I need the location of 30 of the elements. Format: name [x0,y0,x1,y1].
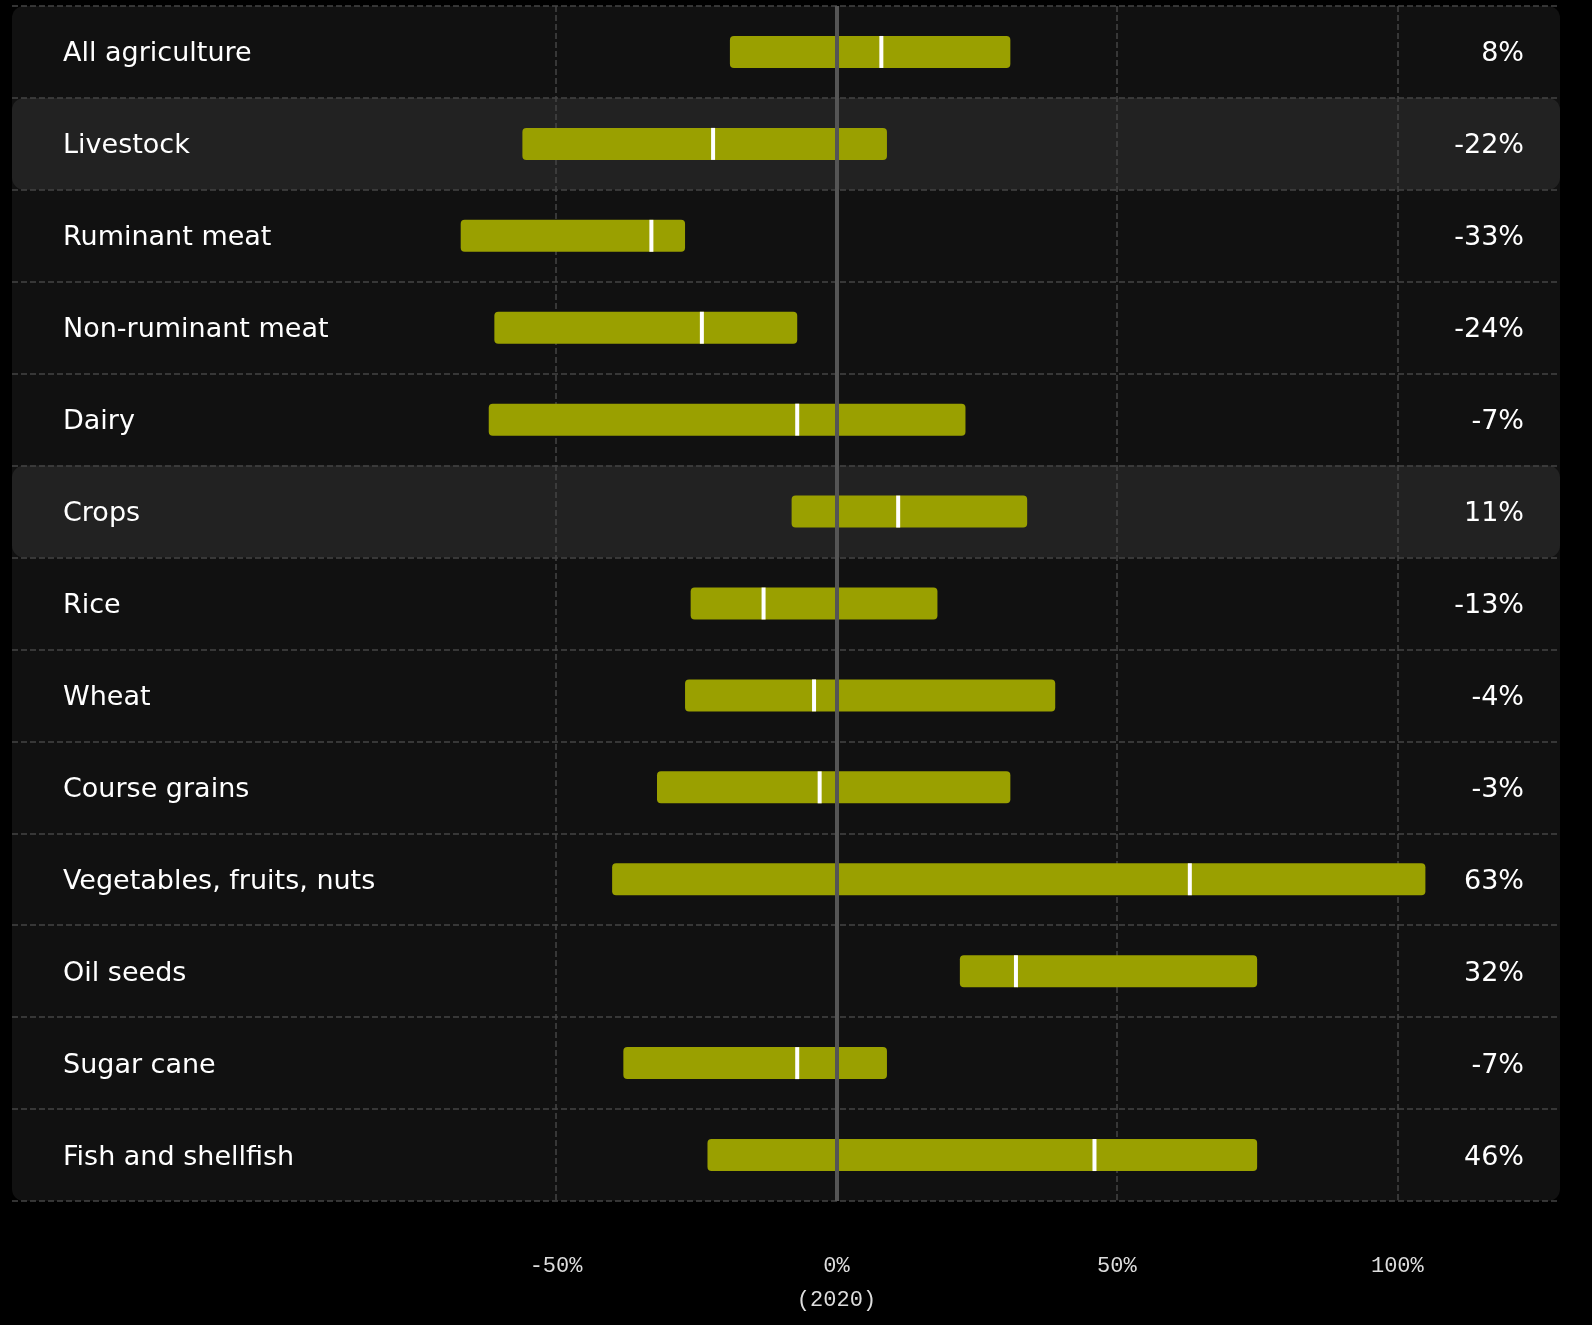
x-tick-label: 50% [1097,1253,1138,1279]
x-tick-label: 100% [1370,1253,1425,1279]
annotation: -3% [1471,771,1524,803]
y-tick-label: Sugar cane [63,1047,216,1079]
annotation: -7% [1471,1047,1524,1079]
annotation: 63% [1463,863,1524,895]
annotation: -13% [1454,588,1524,619]
x-tick-label: -50% [529,1253,584,1279]
y-tick-label: Livestock [63,128,191,160]
y-tick-label: Oil seeds [63,955,187,987]
y-tick-label: Dairy [63,404,135,436]
y-tick-label: Fish and shellfish [63,1139,295,1171]
annotation: 11% [1463,496,1524,528]
y-tick-label: Vegetables, fruits, nuts [63,863,376,895]
y-tick-label: Crops [63,496,141,528]
annotation: 32% [1463,955,1524,987]
annotation: -7% [1471,404,1524,436]
y-tick-label: Ruminant meat [63,220,272,252]
y-tick-label: Non-ruminant meat [63,312,329,344]
annotation: 46% [1463,1139,1524,1171]
y-tick-label: Course grains [63,771,250,803]
y-tick-label: Wheat [63,679,151,711]
annotation: -24% [1454,312,1524,344]
annotation: -33% [1454,220,1524,252]
y-tick-label: All agriculture [63,36,252,68]
y-tick-label: Rice [63,588,121,619]
annotation: -4% [1471,679,1524,711]
annotation: -22% [1454,128,1524,160]
x-tick-label: 0% (2020) [796,1253,877,1313]
annotation: 8% [1481,36,1524,68]
